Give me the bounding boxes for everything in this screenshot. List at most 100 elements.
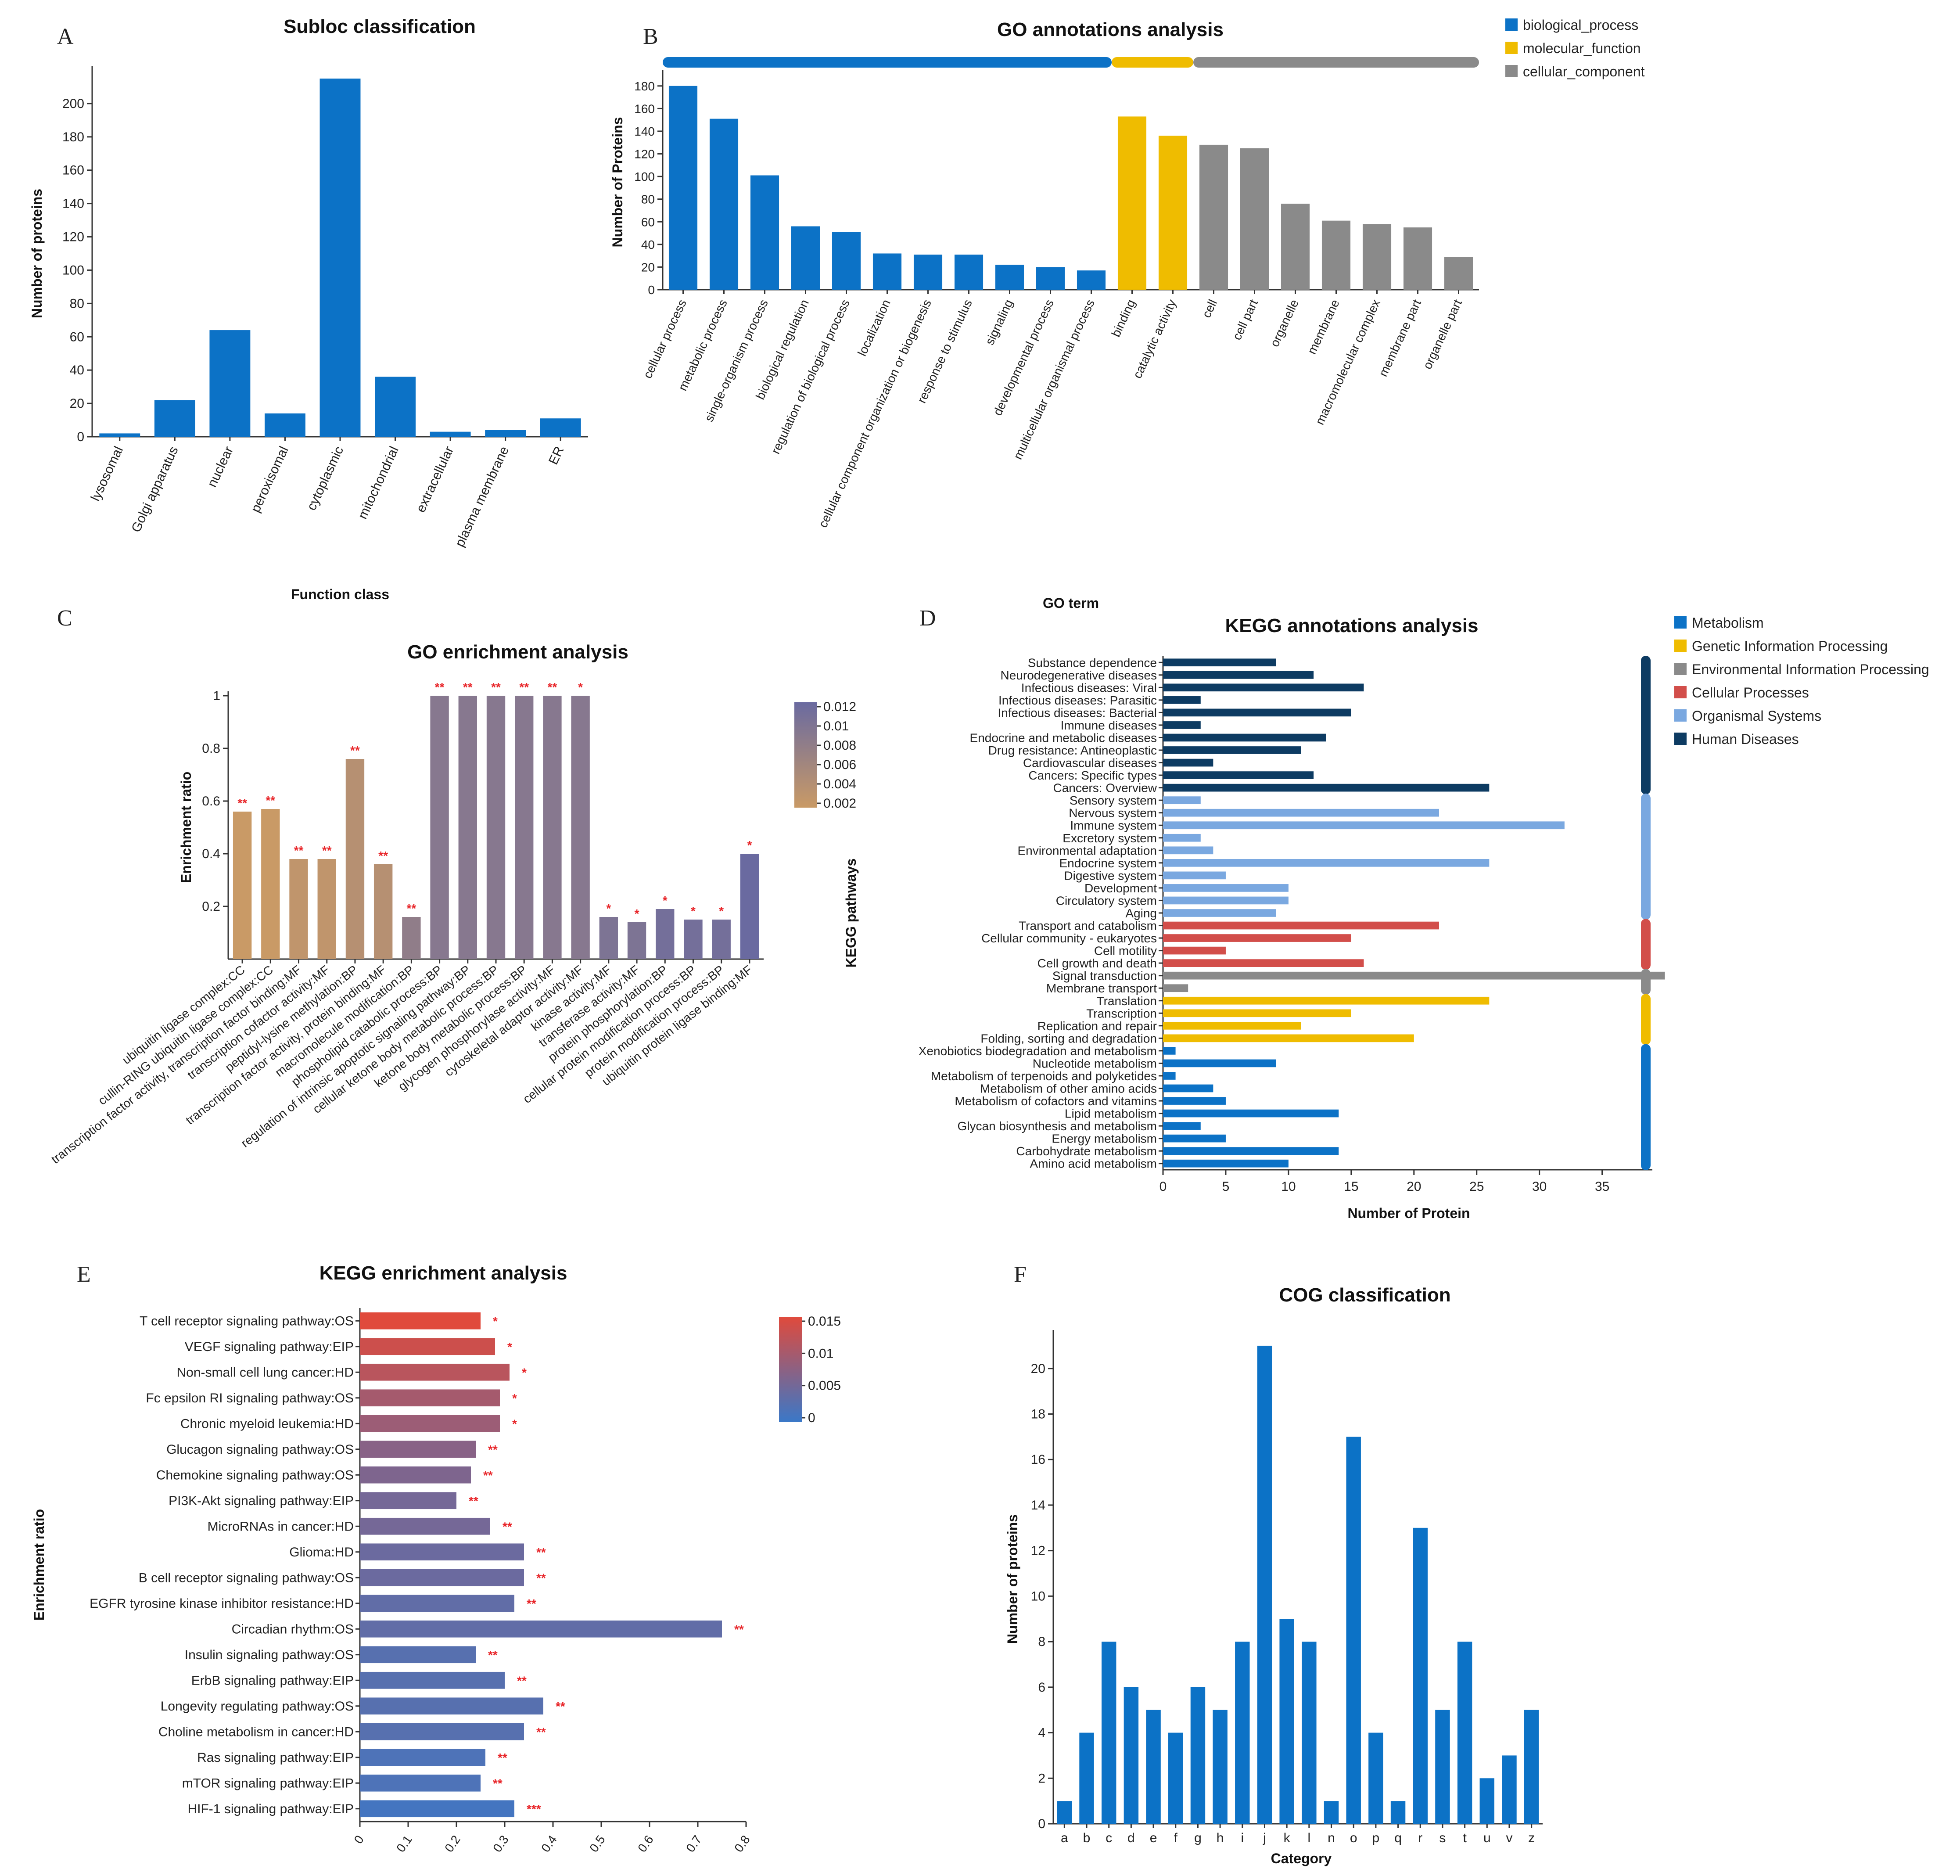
significance-label: ** [237,796,247,810]
y-tick-label: MicroRNAs in cancer:HD [208,1519,354,1534]
y-tick-label: 0 [77,430,84,444]
significance-label: * [507,1340,512,1354]
bar [1199,144,1228,290]
bar [1163,1059,1276,1067]
y-tick-label: Cell growth and death [1037,956,1157,970]
bar [360,1620,722,1638]
y-tick-label: Insulin signaling pathway:OS [185,1648,354,1662]
y-tick-label: Immune system [1070,819,1157,832]
bar [791,226,820,290]
colorbar-gradient [779,1317,802,1422]
x-tick-label: 20 [1407,1179,1421,1194]
x-tick-label: 0 [352,1833,366,1847]
bar [1146,1710,1161,1824]
y-tick-label: Choline metabolism in cancer:HD [158,1725,354,1739]
y-tick-label: 180 [62,130,84,144]
chart-title: GO annotations analysis [997,19,1224,40]
significance-label: ** [536,1545,546,1559]
x-tick-label: plasma membrane [452,444,512,549]
x-tick-label: u [1483,1831,1491,1845]
bar [1163,771,1314,779]
bar [1163,984,1188,992]
bar [599,917,618,959]
y-tick-label: Substance dependence [1028,656,1157,669]
bar [1077,270,1106,290]
significance-label: ** [491,680,501,694]
y-tick-label: B cell receptor signaling pathway:OS [139,1571,354,1585]
x-tick-label: 35 [1595,1179,1609,1194]
bar [233,812,252,959]
x-tick-label: 30 [1532,1179,1547,1194]
y-tick-label: 160 [634,102,655,115]
x-axis-label: Number of Protein [1347,1205,1470,1221]
colorbar-tick-label: 0.002 [823,796,856,811]
bar [360,1697,543,1715]
significance-label: ** [517,1674,527,1687]
significance-label: ** [488,1443,498,1456]
bar [954,255,984,290]
bar [1479,1778,1495,1824]
significance-label: ** [734,1622,744,1636]
y-tick-label: 12 [1031,1544,1045,1558]
y-tick-label: Environmental adaptation [1017,844,1157,857]
x-tick-label: p [1372,1831,1380,1845]
y-tick-label: Development [1084,881,1157,895]
y-tick-label: 120 [634,147,655,161]
bar [832,232,861,290]
x-tick-label: organelle part [1420,297,1465,371]
colorbar-tick-label: 0.012 [823,700,856,714]
bar [360,1517,490,1535]
significance-label: * [522,1366,527,1379]
bar [261,809,280,959]
y-tick-label: 0.8 [202,741,220,756]
bar [1163,909,1276,917]
significance-label: ** [527,1597,536,1610]
x-tick-label: 0.3 [490,1833,511,1855]
bar [1163,658,1276,667]
y-tick-label: Folding, sorting and degradation [980,1031,1157,1045]
bar [99,433,140,437]
significance-label: ** [483,1468,493,1482]
bar [1163,1109,1339,1118]
bar [1163,834,1201,842]
y-tick-label: Excretory system [1063,831,1157,845]
y-tick-label: 8 [1038,1635,1045,1649]
panel-letter-c: C [57,606,72,631]
legend-label: Genetic Information Processing [1692,638,1888,654]
y-tick-label: Circulatory system [1056,894,1157,907]
x-tick-label: 10 [1281,1179,1296,1194]
y-tick-label: 120 [62,230,84,244]
y-tick-label: Ras signaling pathway:EIP [197,1750,354,1765]
x-tick-label: catalytic activity [1131,297,1179,380]
chart-a: Subloc classification 0 20 40 60 80 100 120 140 1… [29,16,588,602]
bar [1158,136,1188,290]
y-tick-label: 200 [62,97,84,111]
significance-label: * [512,1417,517,1430]
y-tick-label: 4 [1038,1726,1045,1740]
x-tick-label: cytoplasmic [304,444,346,513]
legend-swatch [1505,65,1518,77]
bar [458,696,477,959]
bar [1279,1619,1294,1824]
chart-d: KEGG annotations analysis 0 5 10 15 20 25 30 35 S… [843,615,1929,1221]
bar [684,920,703,959]
y-tick-label: 140 [62,197,84,211]
x-axis-label: Category [1271,1851,1332,1866]
bar [540,418,581,437]
bar [872,253,902,290]
bar [360,1569,524,1586]
x-tick-label: o [1350,1831,1357,1845]
bar [668,86,698,290]
x-tick-label: k [1284,1831,1291,1845]
chart-title: Subloc classification [284,16,476,37]
y-tick-label: T cell receptor signaling pathway:OS [140,1314,354,1328]
bar [360,1671,505,1689]
x-tick-label: binding [1109,297,1138,339]
chart-title: KEGG enrichment analysis [319,1262,567,1284]
colorbar-tick-label: 0.01 [808,1346,833,1361]
significance-label: ** [266,794,275,807]
y-tick-label: HIF-1 signaling pathway:EIP [187,1802,354,1816]
bar [375,377,416,437]
bar [360,1466,471,1484]
legend-label: Metabolism [1692,615,1764,631]
